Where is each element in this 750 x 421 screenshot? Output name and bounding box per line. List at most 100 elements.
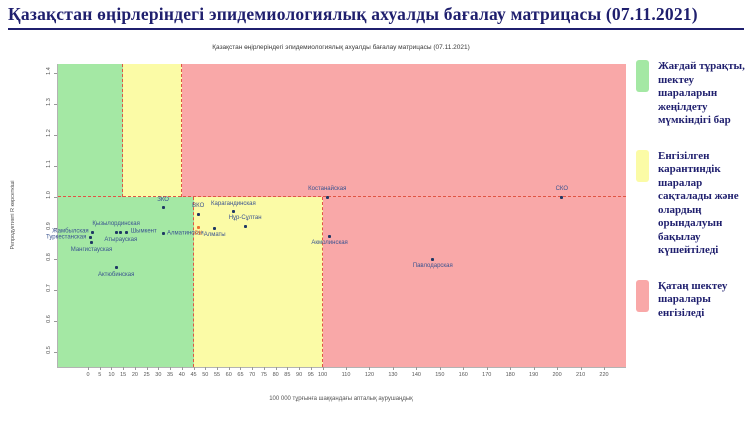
x-tick-label: 210 xyxy=(575,372,586,378)
y-tick-label: 0.8 xyxy=(46,253,52,261)
zone-green-below xyxy=(58,197,194,367)
x-tick xyxy=(299,367,301,370)
legend: Жағдай тұрақты, шектеу шараларын жеңілде… xyxy=(636,60,748,342)
x-tick xyxy=(580,367,582,370)
point-label: СКО xyxy=(555,186,568,192)
zone-boundary-line xyxy=(122,64,124,197)
x-tick xyxy=(228,367,230,370)
x-tick-label: 200 xyxy=(552,372,562,378)
y-tick-label: 1.2 xyxy=(46,129,52,137)
data-point xyxy=(161,232,165,236)
y-tick xyxy=(54,135,57,136)
y-tick-label: 0.7 xyxy=(46,284,52,292)
x-tick-label: 110 xyxy=(341,372,351,378)
x-tick-label: 75 xyxy=(260,372,267,378)
x-tick-label: 5 xyxy=(98,372,102,378)
point-label: Қызылординская xyxy=(92,221,140,228)
zone-yellow-above xyxy=(123,64,182,197)
x-tick-label: 95 xyxy=(307,372,314,378)
point-label: Павлодарская xyxy=(412,263,453,270)
zone-green-above xyxy=(58,64,124,197)
x-tick-label: 180 xyxy=(505,372,515,378)
x-tick xyxy=(310,367,312,370)
data-point xyxy=(231,210,235,214)
x-tick xyxy=(123,367,125,370)
x-tick-label: 40 xyxy=(178,372,185,378)
x-tick xyxy=(463,367,465,370)
x-tick xyxy=(252,367,254,370)
x-tick xyxy=(392,367,394,370)
chart: Қазақстан өңірлеріндегі эпидемиологиялық… xyxy=(0,34,632,421)
data-point xyxy=(560,195,564,199)
zone-boundary-line xyxy=(180,64,182,197)
point-label: Туркестанская xyxy=(46,234,87,241)
x-tick xyxy=(486,367,488,370)
x-tick-label: 140 xyxy=(411,372,421,378)
y-tick-label: 1.3 xyxy=(46,98,52,106)
data-point xyxy=(431,257,435,261)
data-point xyxy=(91,230,95,234)
data-point xyxy=(196,212,200,216)
data-point xyxy=(119,231,123,235)
x-tick-label: 220 xyxy=(599,372,609,378)
x-tick xyxy=(275,367,277,370)
point-label: Акмолинская xyxy=(311,240,348,247)
y-tick-label: 1.1 xyxy=(46,160,52,168)
x-tick-label: 20 xyxy=(131,372,138,378)
x-tick-label: 60 xyxy=(225,372,232,378)
data-point xyxy=(90,241,94,245)
point-label: Карагандинская xyxy=(211,200,256,207)
x-tick xyxy=(510,367,512,370)
x-tick-label: 190 xyxy=(529,372,539,378)
x-tick-label: 120 xyxy=(364,372,375,378)
x-tick-label: 30 xyxy=(155,372,162,378)
x-tick-label: 15 xyxy=(120,372,127,378)
plot-area: 0 5 10 15 20 25 30 35 40 45 50 55 60 65 70 75 80 85 90 95 10… xyxy=(46,64,626,378)
zone-red-above xyxy=(181,64,626,197)
x-tick-label: 80 xyxy=(272,372,279,378)
x-tick xyxy=(322,367,324,370)
legend-item: Енгізілген карантиндік шаралар сақталады… xyxy=(636,149,748,258)
y-tick xyxy=(54,352,57,353)
x-tick xyxy=(99,367,101,370)
y-tick-label: 0.6 xyxy=(46,315,52,323)
data-point xyxy=(196,225,200,229)
x-tick xyxy=(181,367,183,370)
x-tick xyxy=(604,367,605,370)
x-axis-label: 100 000 тұрғынға шаққандағы апталық ауру… xyxy=(269,396,413,402)
x-tick xyxy=(416,367,418,370)
x-tick-label: 55 xyxy=(213,372,221,378)
point-label: Жамбылская xyxy=(52,228,89,235)
data-point xyxy=(125,230,129,234)
point-label: Мангистауская xyxy=(70,246,113,253)
point-label: Нұр-Сұлтан xyxy=(228,215,262,222)
x-tick xyxy=(170,367,172,370)
point-label: ЗКО xyxy=(157,196,169,203)
legend-item: Жағдай тұрақты, шектеу шараларын жеңілде… xyxy=(636,60,748,128)
x-tick-label: 35 xyxy=(167,372,174,378)
point-label: ВКО xyxy=(192,203,205,210)
data-point xyxy=(325,195,329,199)
legend-label: Жағдай тұрақты, шектеу шараларын жеңілде… xyxy=(658,60,745,126)
x-tick-label: 10 xyxy=(108,372,115,378)
page-title: Қазақстан өңірлеріндегі эпидемиологиялық… xyxy=(8,4,744,30)
y-tick xyxy=(54,228,57,229)
x-tick xyxy=(193,367,195,370)
point-label: Шымкент xyxy=(130,228,157,235)
x-tick xyxy=(346,367,347,370)
point-label: Актюбинская xyxy=(97,271,135,278)
chart-title: Қазақстан өңірлеріндегі эпидемиологиялық… xyxy=(212,44,470,51)
data-point xyxy=(114,266,118,270)
point-label: Костанайская xyxy=(308,186,347,192)
x-tick-label: 130 xyxy=(388,372,398,378)
x-tick xyxy=(263,367,265,370)
x-tick-label: 85 xyxy=(284,372,291,378)
x-tick xyxy=(205,367,207,370)
r-threshold-line xyxy=(58,196,626,197)
y-tick xyxy=(54,104,57,105)
y-tick xyxy=(54,259,57,260)
x-tick-label: 100 xyxy=(317,372,328,378)
legend-item: Қатаң шектеу шаралары енгізіледі xyxy=(636,279,748,321)
zone-red-below xyxy=(322,197,626,367)
